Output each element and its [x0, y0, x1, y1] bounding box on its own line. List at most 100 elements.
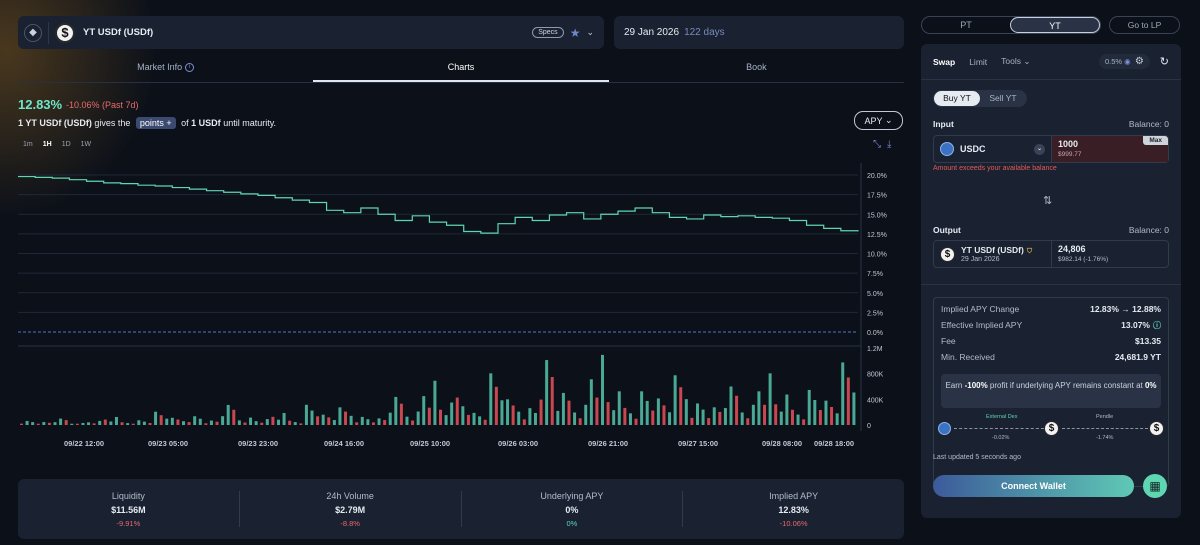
volume-bar: [120, 422, 124, 425]
volume-bar: [617, 391, 621, 425]
volume-bar: [556, 410, 560, 425]
volume-bar: [740, 412, 744, 425]
volume-bar: [349, 415, 353, 425]
volume-bar: [506, 399, 510, 425]
volume-bar: [846, 377, 850, 425]
calculator-icon[interactable]: ▦: [1143, 474, 1167, 498]
volume-bar: [226, 404, 230, 425]
volume-bar: [42, 422, 46, 425]
volume-bar: [444, 415, 448, 425]
volume-bar: [612, 410, 616, 425]
toggle-pt[interactable]: PT: [960, 20, 972, 30]
volume-bar: [595, 397, 599, 425]
input-amount-usd: $999.77: [1058, 151, 1082, 158]
stat-change: -10.06%: [779, 519, 808, 528]
volume-bar: [578, 418, 582, 425]
stat-label: 24h Volume: [326, 491, 374, 501]
star-icon[interactable]: ★: [569, 25, 581, 40]
go-to-lp-button[interactable]: Go to LP: [1109, 16, 1180, 34]
x-tick-label: 09/26 21:00: [588, 439, 628, 448]
volume-bar: [321, 414, 325, 425]
buy-yt-button[interactable]: Buy YT: [934, 91, 980, 106]
points-badge[interactable]: points +: [135, 117, 176, 129]
timeframe-1d[interactable]: 1D: [61, 141, 71, 148]
volume-bar: [47, 422, 51, 425]
volume-bar: [98, 420, 102, 425]
max-button[interactable]: Max: [1143, 136, 1168, 145]
chevron-down-icon[interactable]: ⌄: [586, 27, 594, 37]
timeframe-1m[interactable]: 1m: [23, 141, 33, 148]
volume-bar: [332, 420, 336, 425]
current-apy: 12.83%: [18, 97, 63, 112]
volume-bar: [567, 400, 571, 425]
volume-bar: [165, 418, 169, 425]
volume-bar: [466, 414, 470, 425]
volume-bar: [813, 399, 817, 425]
volume-bar: [500, 400, 504, 425]
input-amount[interactable]: 1000 $999.77 Max: [1052, 136, 1168, 162]
output-amount-usd: $982.14 (-1.76%): [1058, 256, 1109, 263]
specs-button[interactable]: Specs: [532, 27, 564, 38]
apy-change: -10.06% (Past 7d): [66, 100, 139, 110]
y-tick-label: 5.0%: [867, 291, 883, 298]
tab-charts[interactable]: Charts: [313, 62, 609, 82]
sell-yt-button[interactable]: Sell YT: [989, 93, 1017, 103]
stat-label: Liquidity: [111, 491, 145, 501]
connect-wallet-button[interactable]: Connect Wallet: [933, 475, 1134, 497]
stat-label: Implied APY: [769, 491, 819, 501]
y-tick-label: 0.0%: [867, 330, 883, 337]
volume-bar: [852, 392, 856, 425]
yt-coin-icon: $: [1149, 421, 1164, 436]
expand-icon[interactable]: ⤡: [873, 139, 887, 150]
maturity-selector[interactable]: 29 Jan 2026 122 days: [614, 16, 904, 49]
earn-notice: Earn -100% profit if underlying APY rema…: [941, 374, 1161, 408]
tab-book[interactable]: Book: [746, 62, 767, 72]
download-icon[interactable]: ⤓: [887, 139, 898, 150]
tools-menu[interactable]: Tools ⌄: [1001, 56, 1031, 66]
input-token-select[interactable]: USDC ⌄: [934, 136, 1052, 162]
stat-24h-volume: 24h Volume $2.79M -8.8%: [240, 491, 462, 528]
tab-limit[interactable]: Limit: [969, 56, 988, 67]
volume-bar: [198, 418, 202, 425]
volume-bar: [533, 412, 537, 425]
volume-bar: [545, 360, 549, 425]
market-header[interactable]: ◆ $ YT USDf (USDf) Specs ★ ⌄: [18, 16, 604, 49]
toggle-yt[interactable]: YT: [1010, 17, 1100, 33]
volume-bar: [472, 412, 476, 425]
volume-bar: [757, 391, 761, 425]
volume-bar: [723, 408, 727, 425]
ethereum-icon[interactable]: ◆: [24, 23, 42, 42]
tab-market-info[interactable]: Market Info i: [18, 62, 313, 82]
info-icon[interactable]: ⓘ: [1153, 320, 1161, 330]
volume-bar: [422, 396, 426, 425]
volume-bar: [103, 419, 107, 425]
volume-bar: [344, 411, 348, 425]
volume-bar: [835, 413, 839, 425]
output-amount: 24,806 $982.14 (-1.76%): [1052, 241, 1168, 267]
slippage-settings[interactable]: 0.5% ◉ ⚙: [1098, 54, 1150, 69]
apy-chart[interactable]: 20.0% 17.5% 15.0% 12.5% 10.0% 7.5% 5.0% 2.5% 0.0…: [18, 163, 904, 453]
chart-tools: ⤡⤓: [873, 139, 897, 150]
stat-change: -8.8%: [340, 519, 360, 528]
output-token-name: YT USDf (USDf): [961, 245, 1024, 255]
volume-tick-label: 400K: [867, 397, 884, 404]
timeframe-1w[interactable]: 1W: [80, 141, 92, 148]
tab-swap[interactable]: Swap: [933, 56, 956, 67]
metric-select[interactable]: APY ⌄: [854, 111, 903, 130]
refresh-icon[interactable]: ↻: [1159, 56, 1169, 68]
trade-header: Swap Limit Tools ⌄ 0.5% ◉ ⚙ ↻: [921, 44, 1181, 80]
volume-bar: [25, 420, 29, 425]
swap-direction-icon[interactable]: ⇅: [1043, 195, 1053, 207]
gear-icon[interactable]: ⚙: [1134, 56, 1144, 67]
volume-bar: [679, 387, 683, 425]
volume-bar: [148, 422, 152, 425]
output-token: $ YT USDf (USDf) ⛉ 29 Jan 2026: [934, 241, 1052, 267]
input-label: Input: [933, 119, 954, 129]
volume-bar: [276, 419, 280, 425]
usdc-icon: [940, 142, 954, 156]
volume-bar: [81, 422, 85, 425]
timeframe-1h[interactable]: 1H: [42, 141, 52, 148]
volume-bar: [818, 409, 822, 425]
volume-bar: [628, 413, 632, 425]
volume-bar: [511, 405, 515, 425]
